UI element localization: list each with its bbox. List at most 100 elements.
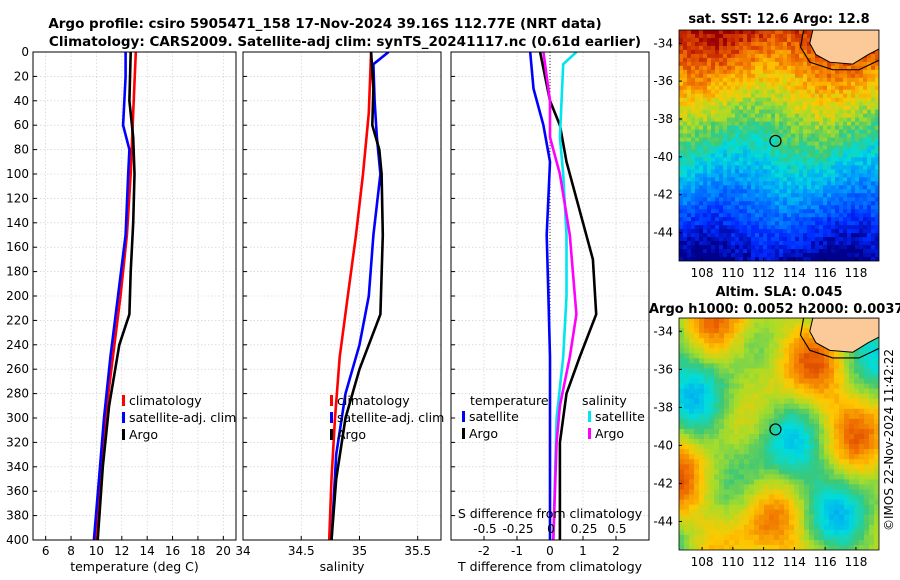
map-cell — [799, 464, 805, 470]
map-cell — [731, 177, 736, 182]
map-cell — [691, 37, 696, 43]
map-cell — [739, 81, 744, 87]
map-cell — [771, 141, 776, 146]
map-cell — [743, 173, 748, 178]
map-cell — [875, 101, 879, 107]
map-cell — [699, 181, 704, 186]
map-cell — [734, 393, 740, 400]
map-cell — [687, 109, 692, 115]
map-cell — [819, 439, 825, 445]
map-cell — [731, 117, 736, 123]
map-cell — [791, 121, 796, 127]
map-cell — [704, 388, 710, 395]
map-cell — [691, 65, 696, 71]
map-cell — [729, 479, 735, 485]
map-cell — [743, 81, 748, 87]
map-cell — [843, 117, 848, 123]
map-cell — [859, 153, 864, 158]
map-cell — [863, 141, 868, 146]
map-cell — [775, 193, 780, 198]
map-cell — [687, 61, 692, 67]
map-cell — [744, 444, 750, 450]
map-cell — [839, 514, 845, 521]
map-cell — [795, 89, 800, 95]
map-cell — [749, 423, 755, 430]
map-cell — [839, 97, 844, 103]
map-cell — [759, 454, 765, 460]
map-cell — [855, 177, 860, 182]
map-cell — [775, 169, 780, 174]
map-cell — [694, 469, 700, 475]
map-cell — [695, 213, 700, 218]
map-cell — [763, 169, 768, 174]
map-cell — [759, 418, 765, 425]
map-cell — [809, 509, 815, 516]
map-cell — [767, 69, 772, 75]
map-cell — [831, 201, 836, 206]
map-cell — [859, 197, 864, 202]
map-cell — [694, 519, 700, 526]
map-cell — [824, 489, 830, 496]
map-cell — [851, 253, 856, 258]
map-cell — [864, 373, 870, 380]
map-cell — [699, 33, 704, 39]
map-cell — [731, 61, 736, 67]
map-cell — [719, 323, 725, 329]
map-cell — [679, 489, 685, 496]
map-cell — [755, 45, 760, 51]
map-cell — [819, 418, 825, 425]
map-cell — [751, 181, 756, 186]
map-cell — [823, 137, 828, 143]
map-cell — [807, 241, 812, 246]
map-cell — [859, 121, 864, 127]
map-cell — [749, 373, 755, 380]
map-cell — [799, 181, 804, 186]
map-cell — [719, 403, 725, 410]
map-cell — [744, 504, 750, 511]
map-cell — [875, 125, 879, 131]
map-cell — [711, 157, 716, 162]
map-cell — [707, 137, 712, 143]
map-cell — [795, 197, 800, 202]
map-cell — [711, 129, 716, 135]
map-cell — [711, 221, 716, 226]
map-cell — [775, 129, 780, 135]
map-cell — [784, 323, 790, 329]
map-cell — [855, 173, 860, 178]
map-cell — [867, 89, 872, 95]
map-cell — [859, 494, 865, 501]
map-cell — [715, 113, 720, 119]
map-cell — [691, 89, 696, 95]
map-cell — [779, 539, 785, 546]
map-cell — [799, 423, 805, 430]
map-cell — [869, 534, 875, 541]
map-cell — [809, 363, 815, 369]
map-cell — [714, 373, 720, 380]
map-cell — [739, 49, 744, 55]
map-cell — [727, 30, 732, 35]
map-cell — [679, 189, 684, 194]
map-cell — [819, 185, 824, 190]
map-cell — [824, 434, 830, 440]
map-cell — [744, 509, 750, 516]
map-cell — [764, 418, 770, 425]
map-cell — [791, 113, 796, 119]
map-cell — [727, 241, 732, 246]
map-cell — [855, 197, 860, 202]
map-cell — [851, 165, 856, 170]
map-cell — [784, 353, 790, 359]
map-cell — [724, 348, 730, 354]
map-cell — [834, 418, 840, 425]
map-cell — [767, 89, 772, 95]
map-cell — [759, 408, 765, 415]
map-cell — [789, 504, 795, 511]
map-cell — [831, 177, 836, 182]
map-cell — [779, 201, 784, 206]
map-cell — [763, 241, 768, 246]
map-cell — [727, 221, 732, 226]
map-cell — [703, 137, 708, 143]
map-cell — [739, 423, 745, 430]
map-cell — [859, 165, 864, 170]
map-cell — [867, 125, 872, 131]
map-cell — [699, 428, 705, 435]
